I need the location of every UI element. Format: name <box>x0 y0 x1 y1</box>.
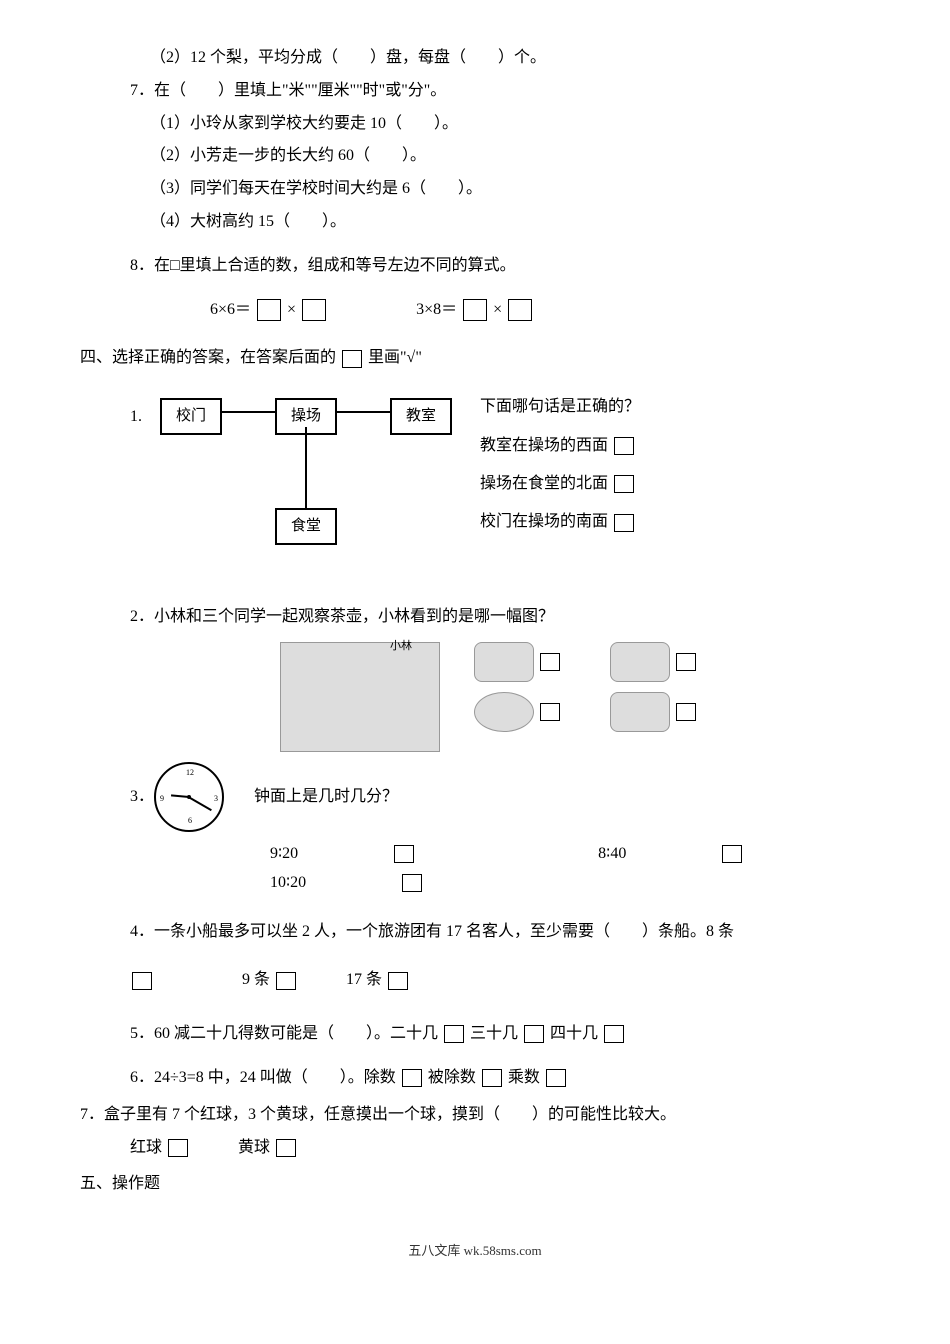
q7-2: （2）小芳走一步的长大约 60（ ）。 <box>80 142 870 171</box>
q4-3-opt3: 10∶20 <box>270 874 306 891</box>
q4-1-options: 下面哪句话是正确的？ 教室在操场的西面 操场在食堂的北面 校门在操场的南面 <box>480 388 640 542</box>
clock-hour-hand <box>171 794 189 798</box>
q4-2-images: 小林 <box>280 642 870 752</box>
q4-3-opt2: 8∶40 <box>598 845 626 862</box>
answer-box[interactable] <box>463 299 487 321</box>
q4-7-opt1: 红球 <box>130 1139 162 1156</box>
q4-4-opt3: 17 条 <box>346 971 382 988</box>
answer-box[interactable] <box>302 299 326 321</box>
q4-7-options: 红球 黄球 <box>80 1134 870 1163</box>
q4-3-opt1: 9∶20 <box>270 845 298 862</box>
q7-stem: 7．在（ ）里填上"米""厘米""时"或"分"。 <box>80 77 870 106</box>
check-box[interactable] <box>132 972 152 990</box>
q4-1-number: 1. <box>130 403 142 432</box>
diagram-connector <box>305 427 307 508</box>
check-box[interactable] <box>524 1025 544 1043</box>
q8-formulas: 6×6＝ × 3×8＝ × <box>80 296 870 325</box>
teapot-view-4 <box>610 692 670 732</box>
q4-1-diagram: 1. 校门 操场 教室 食堂 下面哪句话是正确的？ 教室在操场的西面 操场在食堂… <box>130 388 870 588</box>
check-box[interactable] <box>168 1139 188 1157</box>
q4-3-options: 9∶20 8∶40 10∶20 <box>80 840 870 898</box>
check-box[interactable] <box>444 1025 464 1043</box>
q4-1-opt1: 教室在操场的西面 <box>480 437 608 454</box>
clock-3: 3 <box>214 792 218 806</box>
q4-7-stem: 7．盒子里有 7 个红球，3 个黄球，任意摸出一个球，摸到（ ）的可能性比较大。 <box>80 1101 870 1130</box>
clock-9: 9 <box>160 792 164 806</box>
check-box[interactable] <box>276 972 296 990</box>
answer-box[interactable] <box>508 299 532 321</box>
q4-1-stem: 下面哪句话是正确的？ <box>480 388 640 426</box>
q4-3-number: 3． <box>130 783 154 812</box>
q4-3-stem: 钟面上是几时几分？ <box>254 783 398 812</box>
times-sign: × <box>493 301 502 318</box>
q4-7-opt2: 黄球 <box>238 1139 270 1156</box>
q4-4-opt2: 9 条 <box>242 971 270 988</box>
check-box[interactable] <box>394 845 414 863</box>
q4-6: 6．24÷3=8 中，24 叫做（ ）。除数 被除数 乘数 <box>80 1064 870 1093</box>
check-box[interactable] <box>614 437 634 455</box>
page-footer: 五八文库 wk.58sms.com <box>80 1239 870 1262</box>
q4-6-stem: 6．24÷3=8 中，24 叫做（ ）。除数 <box>130 1069 396 1086</box>
check-box[interactable] <box>676 703 696 721</box>
q7-1: （1）小玲从家到学校大约要走 10（ ）。 <box>80 110 870 139</box>
teapot-view-1 <box>474 642 534 682</box>
check-box[interactable] <box>540 703 560 721</box>
check-box[interactable] <box>402 874 422 892</box>
section-4-title: 四、选择正确的答案，在答案后面的 里画"√" <box>80 344 870 373</box>
diagram-connector <box>220 411 275 413</box>
q4-5-opt3: 四十几 <box>550 1025 598 1042</box>
clock-6: 6 <box>188 814 192 828</box>
q4-1-opt2: 操场在食堂的北面 <box>480 475 608 492</box>
check-box[interactable] <box>614 475 634 493</box>
check-box[interactable] <box>402 1069 422 1087</box>
check-box-icon <box>342 350 362 368</box>
q4-5: 5．60 减二十几得数可能是（ ）。二十几 三十几 四十几 <box>80 1020 870 1049</box>
kids-table-illustration <box>280 642 440 752</box>
teapot-view-3 <box>474 692 534 732</box>
section-5-title: 五、操作题 <box>80 1170 870 1199</box>
clock-12: 12 <box>186 766 194 780</box>
check-box[interactable] <box>482 1069 502 1087</box>
q4-4-stem: 4．一条小船最多可以坐 2 人，一个旅游团有 17 名客人，至少需要（ ）条船。… <box>80 918 870 947</box>
q4-6-opt2: 被除数 <box>428 1069 476 1086</box>
clock-minute-hand <box>189 796 212 810</box>
q4-1-opt3: 校门在操场的南面 <box>480 513 608 530</box>
diagram-classroom: 教室 <box>390 398 452 435</box>
q4-6-opt3: 乘数 <box>508 1069 540 1086</box>
q7-4: （4）大树高约 15（ ）。 <box>80 208 870 237</box>
xiaolin-label: 小林 <box>390 637 412 657</box>
q4-5-opt2: 三十几 <box>470 1025 518 1042</box>
diagram-gate: 校门 <box>160 398 222 435</box>
q4-2-stem: 2．小林和三个同学一起观察茶壶，小林看到的是哪一幅图？ <box>80 603 870 632</box>
check-box[interactable] <box>604 1025 624 1043</box>
check-box[interactable] <box>540 653 560 671</box>
q4-4-options: 9 条 17 条 <box>80 966 870 995</box>
q4-5-stem: 5．60 减二十几得数可能是（ ）。二十几 <box>130 1025 438 1042</box>
q8-stem: 8．在□里填上合适的数，组成和等号左边不同的算式。 <box>80 252 870 281</box>
check-box[interactable] <box>722 845 742 863</box>
check-box[interactable] <box>276 1139 296 1157</box>
q8-f2-left: 3×8＝ <box>416 301 457 318</box>
answer-box[interactable] <box>257 299 281 321</box>
section-4-tail: 里画"√" <box>368 349 422 366</box>
diagram-canteen: 食堂 <box>275 508 337 545</box>
section-4-text: 四、选择正确的答案，在答案后面的 <box>80 349 336 366</box>
diagram-connector <box>335 411 390 413</box>
times-sign: × <box>287 301 296 318</box>
clock-icon: 12 3 6 9 <box>154 762 224 832</box>
teapot-view-2 <box>610 642 670 682</box>
q-pears-2: （2）12 个梨，平均分成（ ）盘，每盘（ ）个。 <box>80 44 870 73</box>
q7-3: （3）同学们每天在学校时间大约是 6（ ）。 <box>80 175 870 204</box>
check-box[interactable] <box>546 1069 566 1087</box>
check-box[interactable] <box>676 653 696 671</box>
check-box[interactable] <box>388 972 408 990</box>
q8-f1-left: 6×6＝ <box>210 301 251 318</box>
check-box[interactable] <box>614 514 634 532</box>
q4-3-row: 3． 12 3 6 9 钟面上是几时几分？ <box>80 762 870 832</box>
